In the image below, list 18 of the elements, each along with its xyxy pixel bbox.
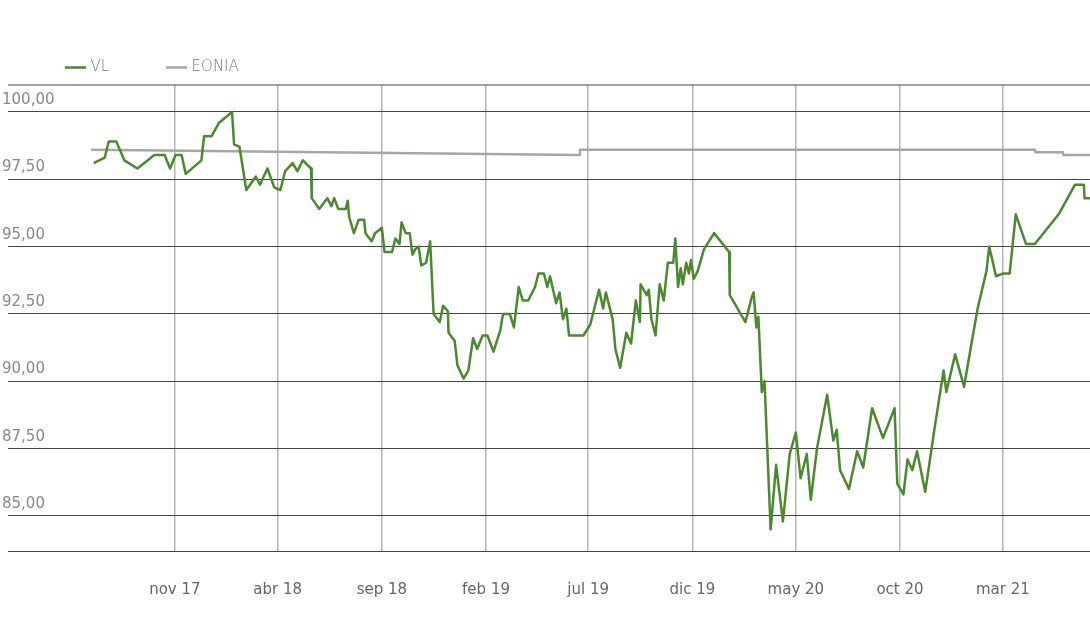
y-tick-label: 85,00 xyxy=(2,493,45,512)
x-tick-label: dic 19 xyxy=(669,579,716,598)
y-tick-label: 100,00 xyxy=(2,89,55,108)
x-tick-label: jul 19 xyxy=(566,579,610,598)
y-tick-label: 95,00 xyxy=(2,224,45,243)
x-tick-label: sep 18 xyxy=(356,579,408,598)
x-tick-label: mar 21 xyxy=(975,579,1030,598)
x-tick-label: nov 17 xyxy=(149,579,201,598)
y-tick-label: 90,00 xyxy=(2,359,45,378)
legend-label: VL xyxy=(90,57,110,76)
y-tick-label: 92,50 xyxy=(2,291,45,310)
x-tick-label: abr 18 xyxy=(253,579,303,598)
y-tick-label: 97,50 xyxy=(2,157,45,176)
legend-label: EONIA xyxy=(191,57,239,76)
x-tick-label: feb 19 xyxy=(462,579,510,598)
x-tick-label: may 20 xyxy=(767,579,825,598)
y-tick-label: 87,50 xyxy=(2,426,45,445)
x-tick-label: oct 20 xyxy=(876,579,924,598)
